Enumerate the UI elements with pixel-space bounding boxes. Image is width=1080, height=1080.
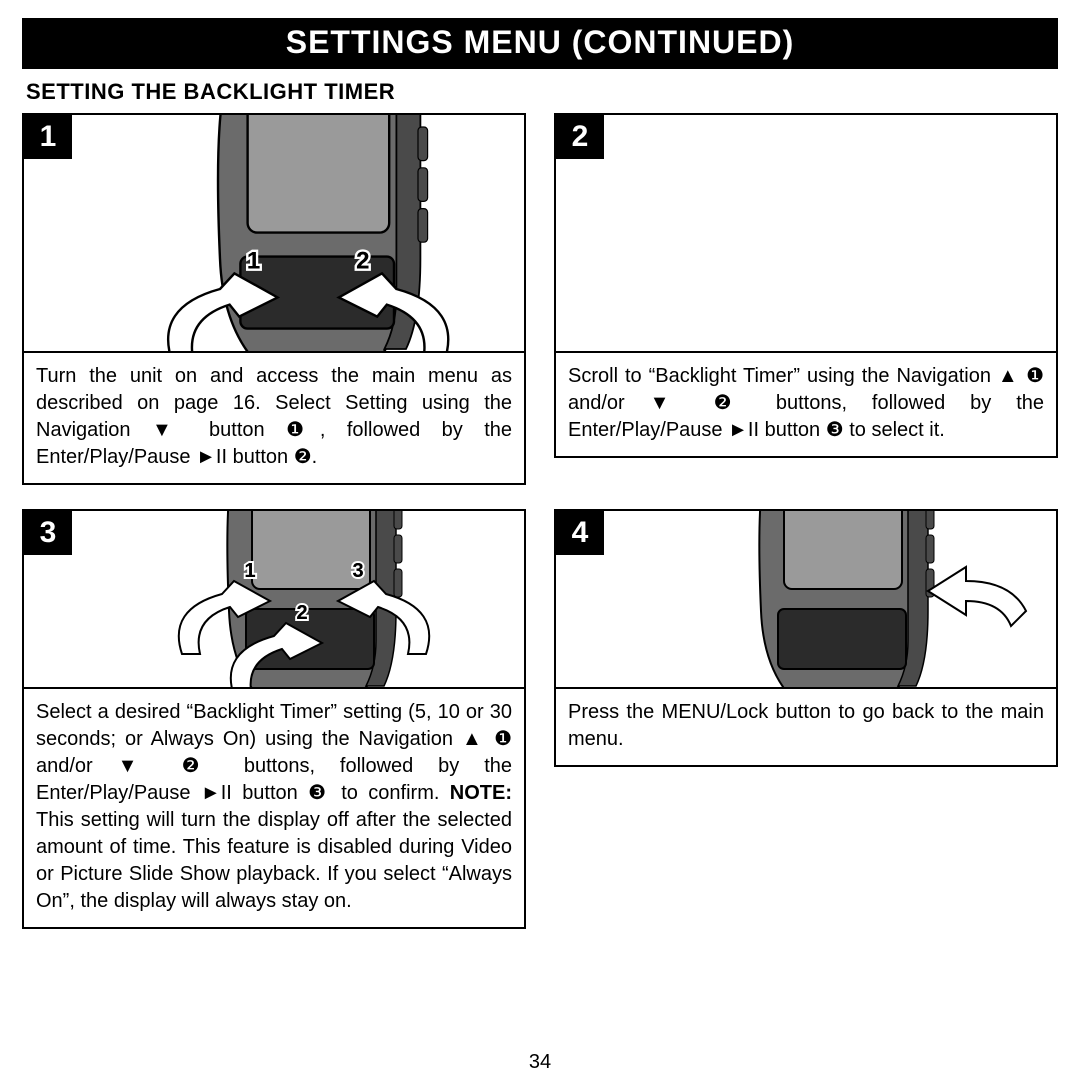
c2-symbol: ❷	[182, 755, 219, 777]
note-label: NOTE:	[450, 782, 512, 804]
c1-symbol: ❶	[1026, 365, 1044, 387]
step-2: 2 Scroll to “Backlight Timer” using the N…	[554, 113, 1058, 485]
c1-symbol: ❶	[494, 728, 512, 750]
c3-symbol: ❸	[308, 782, 331, 804]
step-1: 1 1 2 2 1Turn the unit on and access the…	[22, 113, 526, 485]
step-3: 1 1 3 3 2 2 3Select a desired “Backlight…	[22, 509, 526, 929]
playpause-symbol: ►II	[728, 419, 759, 441]
svg-text:3: 3	[352, 560, 363, 582]
svg-text:1: 1	[244, 560, 255, 582]
page-number: 34	[0, 1051, 1080, 1074]
svg-text:2: 2	[356, 248, 369, 275]
playpause-symbol: ►II	[196, 446, 227, 468]
c2-symbol: ❷	[714, 392, 751, 414]
step-3-text: Select a desired “Backlight Timer” setti…	[22, 689, 526, 929]
step-1-text: Turn the unit on and access the main men…	[22, 353, 526, 485]
step-1-figure: 1 1 2 2 1	[22, 113, 526, 353]
up-symbol: ▲	[462, 728, 485, 750]
up-symbol: ▲	[998, 365, 1019, 387]
step-4-figure: 4	[554, 509, 1058, 689]
c1-symbol: ❶	[286, 419, 320, 441]
step-4-number: 4	[556, 511, 604, 555]
svg-text:2: 2	[296, 602, 307, 624]
svg-text:1: 1	[247, 248, 260, 275]
step-1-number: 1	[24, 115, 72, 159]
section-subtitle: SETTING THE BACKLIGHT TIMER	[22, 69, 1058, 113]
step-4: 4 Press the MENU/Lock button to go back t…	[554, 509, 1058, 929]
playpause-symbol: ►II	[201, 782, 232, 804]
step-3-number: 3	[24, 511, 72, 555]
c2-symbol: ❷	[294, 446, 312, 468]
down-symbol: ▼	[118, 755, 157, 777]
down-symbol: ▼	[152, 419, 188, 441]
c3-symbol: ❸	[826, 419, 844, 441]
steps-grid: 1 1 2 2 1Turn the unit on and access the…	[22, 113, 1058, 929]
step-2-text: Scroll to “Backlight Timer” using the Na…	[554, 353, 1058, 458]
step-2-number: 2	[556, 115, 604, 159]
step-3-figure: 1 1 3 3 2 2 3	[22, 509, 526, 689]
step-2-figure: 2	[554, 113, 1058, 353]
page-banner: SETTINGS MENU (CONTINUED)	[22, 18, 1058, 69]
step-4-text: Press the MENU/Lock button to go back to…	[554, 689, 1058, 767]
down-symbol: ▼	[650, 392, 689, 414]
